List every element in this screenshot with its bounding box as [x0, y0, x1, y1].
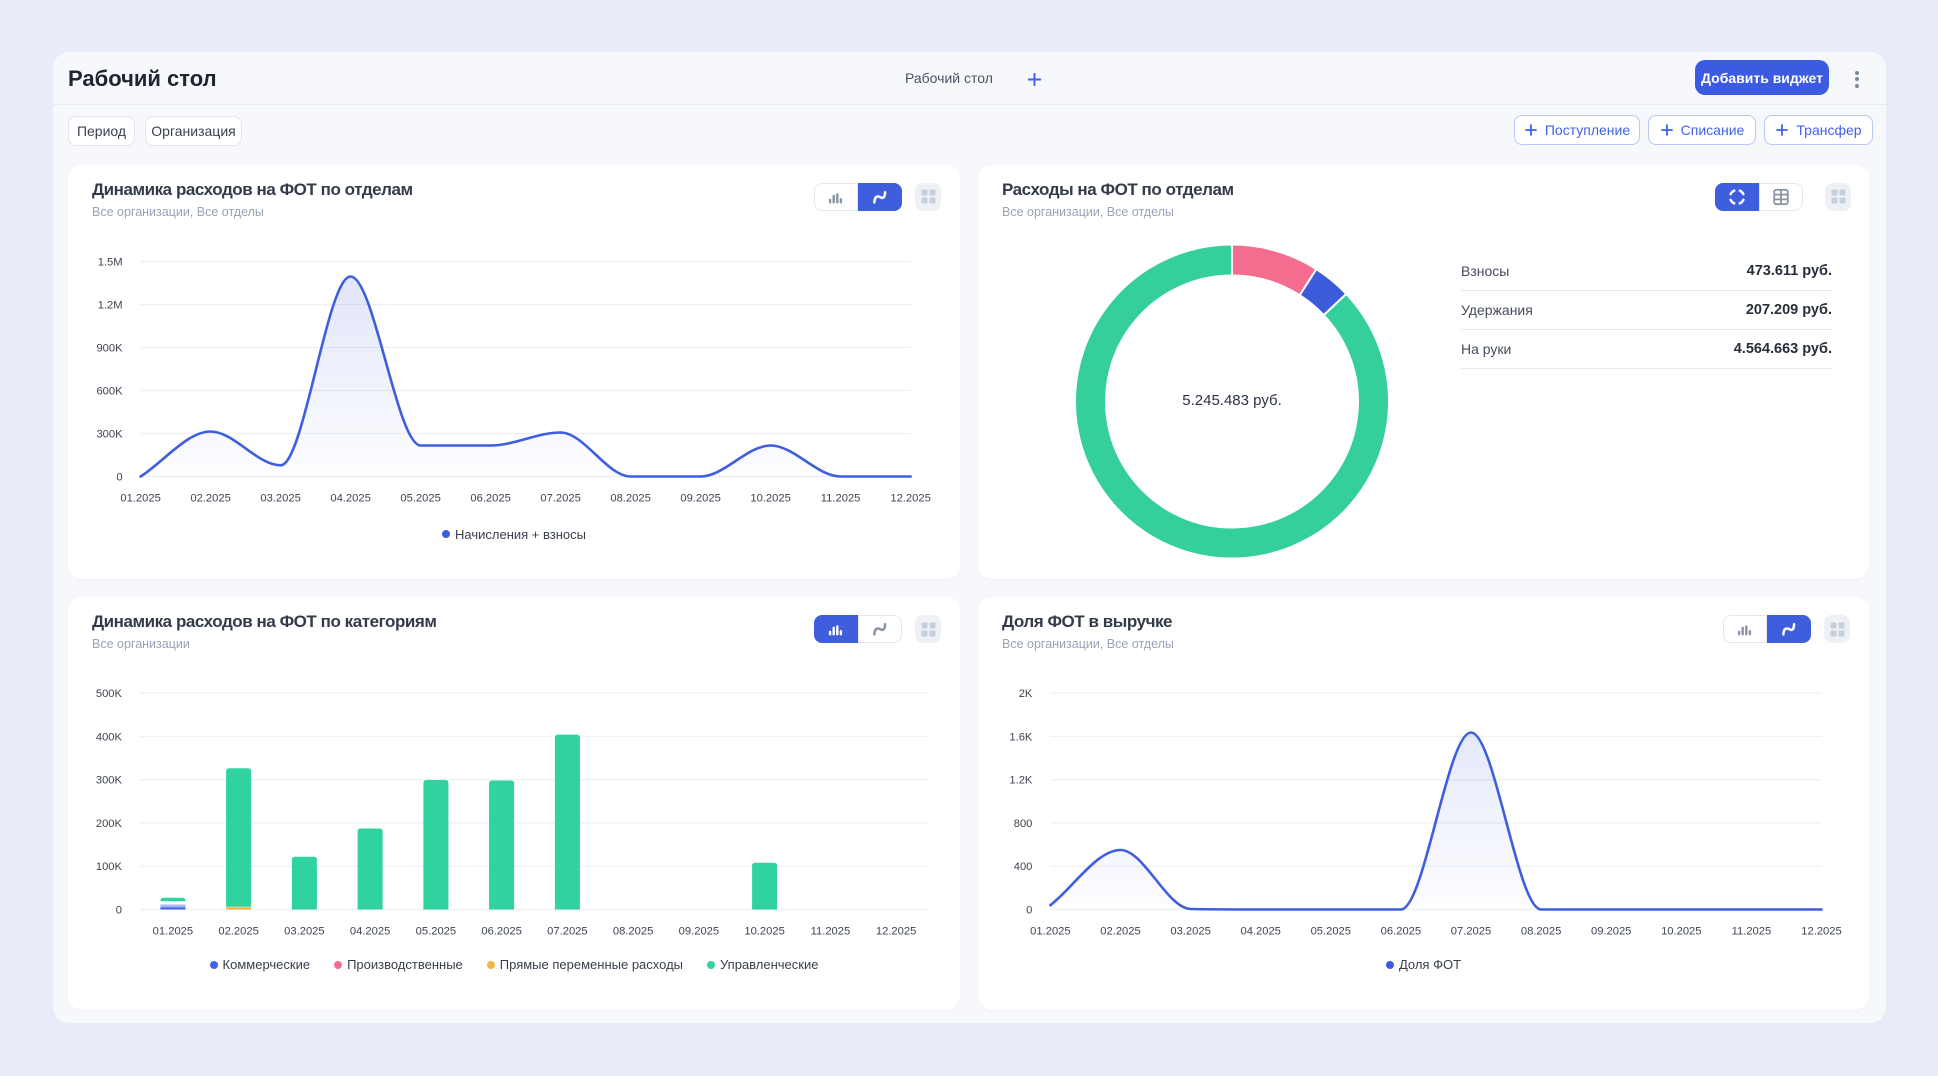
svg-text:07.2025: 07.2025: [547, 926, 587, 938]
svg-text:05.2025: 05.2025: [416, 926, 456, 938]
svg-text:02.2025: 02.2025: [1100, 926, 1140, 938]
svg-text:11.2025: 11.2025: [1732, 926, 1772, 938]
svg-text:0: 0: [1026, 905, 1032, 917]
svg-text:07.2025: 07.2025: [540, 492, 580, 504]
svg-text:11.2025: 11.2025: [811, 926, 851, 938]
svg-text:03.2025: 03.2025: [284, 926, 324, 938]
svg-text:12.2025: 12.2025: [1801, 926, 1841, 938]
svg-text:500K: 500K: [96, 688, 123, 700]
svg-text:10.2025: 10.2025: [744, 926, 784, 938]
svg-text:05.2025: 05.2025: [400, 492, 440, 504]
svg-text:12.2025: 12.2025: [890, 492, 930, 504]
svg-text:200K: 200K: [96, 818, 123, 830]
svg-text:03.2025: 03.2025: [1170, 926, 1210, 938]
svg-text:08.2025: 08.2025: [613, 926, 653, 938]
svg-text:2K: 2K: [1019, 688, 1033, 700]
svg-text:1.2M: 1.2M: [98, 299, 123, 311]
svg-text:900K: 900K: [96, 342, 123, 354]
svg-text:1.5M: 1.5M: [98, 256, 123, 268]
svg-text:400: 400: [1014, 861, 1033, 873]
svg-text:04.2025: 04.2025: [1240, 926, 1280, 938]
svg-text:1.6K: 1.6K: [1009, 731, 1033, 743]
svg-text:04.2025: 04.2025: [350, 926, 390, 938]
svg-text:06.2025: 06.2025: [481, 926, 521, 938]
svg-text:02.2025: 02.2025: [218, 926, 258, 938]
svg-text:04.2025: 04.2025: [330, 492, 370, 504]
svg-text:01.2025: 01.2025: [120, 492, 160, 504]
svg-text:10.2025: 10.2025: [1661, 926, 1701, 938]
svg-text:1.2K: 1.2K: [1009, 775, 1033, 787]
svg-text:10.2025: 10.2025: [750, 492, 790, 504]
svg-text:400K: 400K: [96, 731, 123, 743]
svg-text:0: 0: [116, 471, 122, 483]
svg-text:100K: 100K: [96, 861, 123, 873]
svg-text:300K: 300K: [96, 775, 123, 787]
svg-text:06.2025: 06.2025: [1381, 926, 1421, 938]
svg-text:09.2025: 09.2025: [679, 926, 719, 938]
svg-text:01.2025: 01.2025: [153, 926, 193, 938]
svg-text:03.2025: 03.2025: [260, 492, 300, 504]
svg-text:300K: 300K: [96, 428, 123, 440]
svg-text:09.2025: 09.2025: [680, 492, 720, 504]
svg-text:08.2025: 08.2025: [610, 492, 650, 504]
svg-text:06.2025: 06.2025: [470, 492, 510, 504]
svg-text:800: 800: [1014, 818, 1033, 830]
svg-text:01.2025: 01.2025: [1030, 926, 1070, 938]
svg-text:02.2025: 02.2025: [190, 492, 230, 504]
svg-text:07.2025: 07.2025: [1451, 926, 1491, 938]
svg-text:0: 0: [116, 905, 122, 917]
svg-text:12.2025: 12.2025: [876, 926, 916, 938]
svg-text:08.2025: 08.2025: [1521, 926, 1561, 938]
svg-text:11.2025: 11.2025: [821, 492, 861, 504]
svg-text:600K: 600K: [96, 385, 123, 397]
svg-text:05.2025: 05.2025: [1311, 926, 1351, 938]
svg-text:09.2025: 09.2025: [1591, 926, 1631, 938]
